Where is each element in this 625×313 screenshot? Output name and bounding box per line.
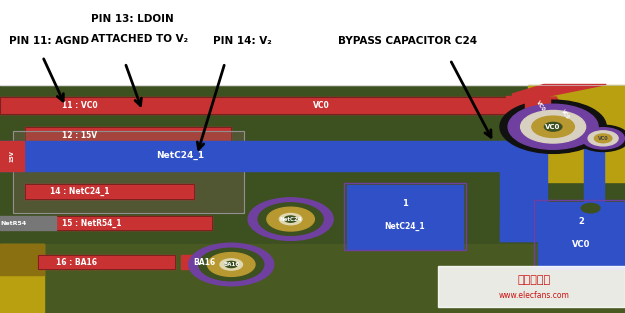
Circle shape xyxy=(189,243,274,286)
Text: BA16: BA16 xyxy=(194,258,216,267)
Text: VC0: VC0 xyxy=(572,240,591,249)
Circle shape xyxy=(532,116,574,137)
Text: VC0: VC0 xyxy=(312,101,329,110)
Text: 电子发烧友: 电子发烧友 xyxy=(518,275,551,285)
Text: NetC24_1: NetC24_1 xyxy=(384,222,425,231)
Text: 15V: 15V xyxy=(9,150,14,162)
Text: ATTACHED TO V₂: ATTACHED TO V₂ xyxy=(91,34,188,44)
Circle shape xyxy=(521,110,586,143)
Bar xyxy=(506,96,625,114)
Bar xyxy=(38,255,175,269)
Text: 1: 1 xyxy=(402,199,408,208)
Polygon shape xyxy=(519,97,569,119)
Bar xyxy=(25,127,231,142)
Bar xyxy=(528,85,625,182)
Bar xyxy=(500,222,619,241)
Bar xyxy=(12,131,244,213)
Text: VC0: VC0 xyxy=(546,124,561,130)
Bar xyxy=(0,97,625,114)
Bar xyxy=(25,127,231,142)
Bar xyxy=(584,139,604,202)
Circle shape xyxy=(279,213,302,225)
Text: VC0: VC0 xyxy=(598,136,609,141)
Bar xyxy=(0,85,625,313)
Circle shape xyxy=(220,259,243,270)
Text: BA16: BA16 xyxy=(223,262,239,267)
Circle shape xyxy=(508,104,598,149)
Bar xyxy=(25,184,194,199)
Bar xyxy=(0,244,44,275)
Bar xyxy=(181,255,253,269)
Bar xyxy=(0,141,24,171)
Text: PIN 13: LDOIN: PIN 13: LDOIN xyxy=(91,14,173,24)
Polygon shape xyxy=(512,85,606,97)
Text: 12 : 15V: 12 : 15V xyxy=(62,131,98,140)
Bar xyxy=(56,216,212,230)
Text: VC0: VC0 xyxy=(561,109,571,120)
Bar xyxy=(12,131,244,213)
Circle shape xyxy=(588,131,618,146)
Bar xyxy=(538,202,625,268)
Bar xyxy=(0,244,625,313)
Text: NetR54: NetR54 xyxy=(0,221,26,226)
Circle shape xyxy=(582,128,624,149)
Circle shape xyxy=(500,100,606,153)
Text: PIN 14: V₂: PIN 14: V₂ xyxy=(213,36,271,46)
Text: 2: 2 xyxy=(578,217,584,226)
Circle shape xyxy=(199,248,264,281)
Text: 14 : NetC24_1: 14 : NetC24_1 xyxy=(50,187,109,196)
Bar xyxy=(438,266,625,307)
Text: 11 : VC0: 11 : VC0 xyxy=(62,101,98,110)
Circle shape xyxy=(208,253,255,276)
Bar xyxy=(0,0,625,85)
Circle shape xyxy=(248,198,333,240)
Bar xyxy=(347,185,462,249)
Text: VC0: VC0 xyxy=(535,100,546,113)
Circle shape xyxy=(594,134,612,143)
Bar xyxy=(0,244,44,313)
Bar xyxy=(344,183,466,250)
Bar xyxy=(525,97,550,114)
Bar xyxy=(500,141,547,241)
Text: NetC24: NetC24 xyxy=(279,217,302,222)
Circle shape xyxy=(258,203,323,235)
Circle shape xyxy=(577,125,625,151)
Circle shape xyxy=(267,207,314,231)
Bar xyxy=(0,141,544,171)
Bar xyxy=(38,255,175,269)
Circle shape xyxy=(284,216,297,222)
Text: www.elecfans.com: www.elecfans.com xyxy=(499,291,570,300)
Bar xyxy=(25,184,194,199)
Bar xyxy=(534,200,625,269)
Bar xyxy=(0,216,56,230)
Circle shape xyxy=(544,122,562,131)
Bar xyxy=(0,97,625,114)
Text: BYPASS CAPACITOR C24: BYPASS CAPACITOR C24 xyxy=(338,36,477,46)
Text: NetC24_1: NetC24_1 xyxy=(156,151,204,161)
Circle shape xyxy=(581,203,600,213)
Text: 15 : NetR54_1: 15 : NetR54_1 xyxy=(62,218,122,228)
Bar xyxy=(56,216,212,230)
Circle shape xyxy=(225,261,238,268)
Text: 16 : BA16: 16 : BA16 xyxy=(56,258,98,267)
Text: PIN 11: AGND: PIN 11: AGND xyxy=(9,36,89,46)
